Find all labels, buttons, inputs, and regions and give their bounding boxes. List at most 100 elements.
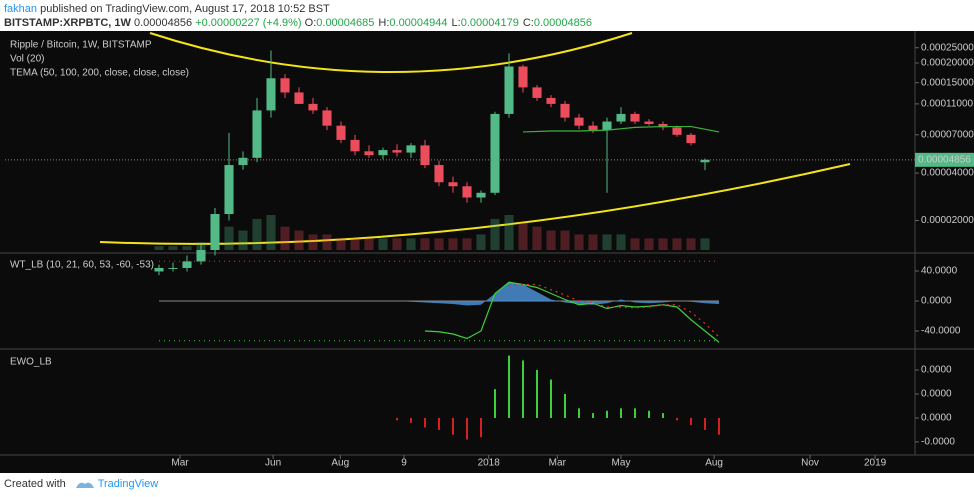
footer-text: Created with: [4, 478, 66, 490]
candle-body: [182, 261, 192, 268]
candle-body: [420, 145, 430, 166]
volume-bar: [238, 230, 248, 250]
indicator-label: TEMA (50, 100, 200, close, close, close): [10, 68, 189, 79]
ohlc-label: O:: [304, 17, 317, 29]
candle-body: [546, 97, 556, 104]
ohlc-label: H:: [378, 17, 390, 29]
y-tick-label: 0.0000: [921, 296, 952, 307]
candle-body: [364, 151, 374, 156]
x-tick-label: Aug: [331, 458, 349, 469]
ohlc-value: 0.00004685: [316, 17, 375, 29]
wt-line: [508, 283, 720, 338]
brand[interactable]: TradingView: [97, 478, 159, 490]
price: 0.00004856: [133, 17, 193, 29]
volume-bar: [504, 215, 514, 250]
footer: Created with TradingView: [4, 478, 158, 490]
x-tick-label: 2018: [478, 458, 501, 469]
candle-body: [336, 125, 346, 140]
indicator-label: Vol (20): [10, 54, 44, 65]
volume-bar: [294, 230, 304, 250]
brand-icon: [75, 482, 94, 489]
candle-body: [224, 165, 234, 215]
volume-bar: [616, 234, 626, 250]
pane-title: EWO_LB: [10, 357, 52, 368]
x-tick-label: Jun: [265, 458, 281, 469]
volume-bar: [364, 238, 374, 250]
drawn-arc: [149, 32, 633, 73]
ohlc: O:0.00004685 H:0.00004944 L:0.00004179 C:0.…: [305, 17, 596, 29]
volume-bar: [532, 226, 542, 250]
volume-bar: [476, 234, 486, 250]
candle-body: [448, 182, 458, 187]
volume-bar: [490, 218, 500, 250]
volume-bar: [322, 234, 332, 250]
y-tick-label: 0.00015000: [921, 77, 974, 88]
volume-bar: [546, 230, 556, 250]
background: [0, 31, 974, 473]
y-tick-label: 0.00007000: [921, 129, 974, 140]
ohlc-label: L:: [451, 17, 461, 29]
candle-body: [462, 186, 472, 198]
candle-body: [504, 66, 514, 114]
volume-bar: [266, 215, 276, 250]
chart: Ripple / Bitcoin, 1W, BITSTAMP Vol (20) …: [0, 31, 974, 473]
volume-bar: [308, 234, 318, 250]
candle-body: [308, 103, 318, 111]
candle-body: [154, 267, 164, 272]
candle-body: [322, 110, 332, 126]
y-tick-label: 0.0000: [921, 413, 952, 424]
volume-bar: [658, 238, 668, 250]
volume-bar: [434, 238, 444, 250]
pane-title: WT_LB (10, 21, 60, 53, -60, -53): [10, 260, 154, 271]
x-tick-label: Mar: [549, 458, 567, 469]
candle-body: [378, 150, 388, 156]
volume-bar: [168, 246, 178, 250]
candle-body: [280, 78, 290, 93]
volume-bar: [280, 226, 290, 250]
candle-body: [294, 92, 304, 104]
author[interactable]: fakhan: [4, 3, 38, 15]
symbol: BITSTAMP:XRPBTC, 1W: [4, 17, 131, 29]
volume-bar: [378, 238, 388, 250]
candle-body: [392, 150, 402, 153]
y-tick-label: 0.00011000: [921, 99, 974, 110]
candle-body: [518, 66, 528, 88]
candle-body: [658, 123, 668, 128]
volume-bar: [644, 238, 654, 250]
x-tick-label: Nov: [801, 458, 819, 469]
candle-body: [672, 127, 682, 135]
volume-bar: [182, 246, 192, 250]
candle-body: [196, 250, 206, 262]
ohlc-value: 0.00004944: [389, 17, 448, 29]
y-tick-label: 0.0000: [921, 365, 952, 376]
pane-title: Ripple / Bitcoin, 1W, BITSTAMP: [10, 40, 152, 51]
candle-body: [406, 145, 416, 153]
volume-bar: [672, 238, 682, 250]
volume-bar: [420, 238, 430, 250]
wt-line: [424, 281, 720, 343]
volume-bar: [224, 226, 234, 250]
y-tick-label: 0.00020000: [921, 58, 974, 69]
candle-body: [266, 78, 276, 111]
candle-body: [588, 125, 598, 131]
candle-body: [700, 159, 710, 163]
y-tick-label: -40.0000: [921, 326, 961, 337]
volume-bar: [448, 238, 458, 250]
tema-line: [522, 125, 720, 133]
change: +0.00000227 (+4.9%): [195, 17, 302, 29]
candle-body: [630, 113, 640, 122]
candle-body: [210, 214, 220, 250]
y-tick-label: 0.00004000: [921, 168, 974, 179]
x-tick-label: May: [612, 458, 631, 469]
candle-body: [602, 121, 612, 131]
volume-bar: [392, 238, 402, 250]
last-price-tag: [915, 152, 974, 167]
candle-body: [476, 192, 486, 198]
volume-bar: [154, 246, 164, 250]
volume-bar: [602, 234, 612, 250]
y-tick-label: 0.00025000: [921, 42, 974, 53]
candle-body: [350, 139, 360, 152]
candle-body: [532, 87, 542, 98]
x-tick-label: Mar: [171, 458, 189, 469]
